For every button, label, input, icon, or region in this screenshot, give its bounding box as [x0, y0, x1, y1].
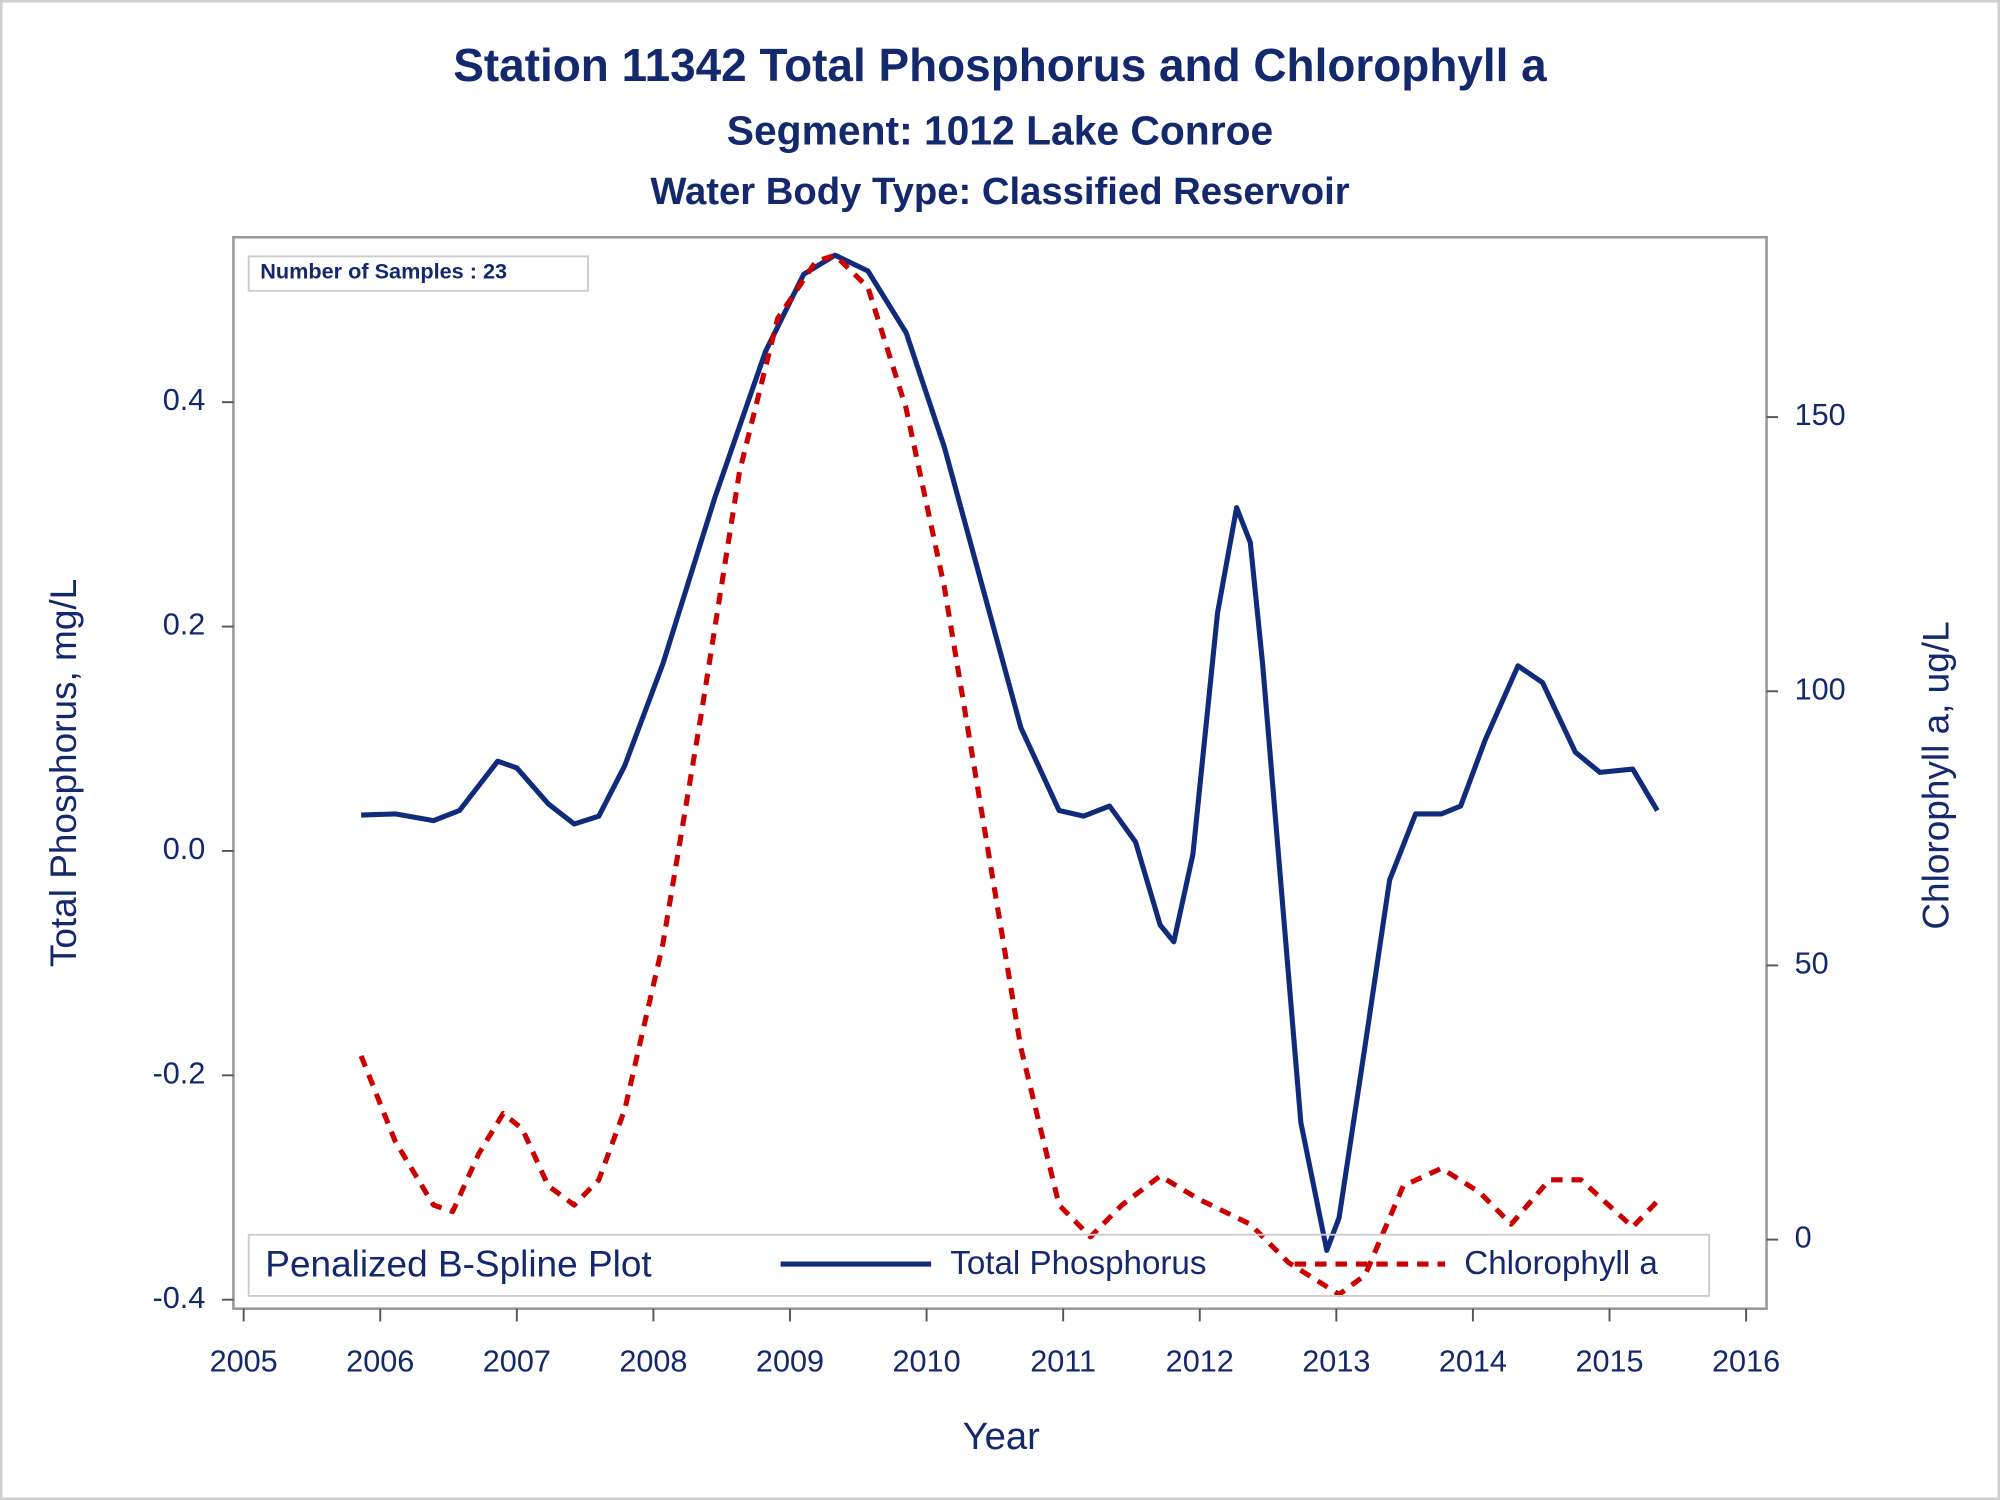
x-tick-label: 2010 — [893, 1345, 961, 1379]
legend-box — [247, 1233, 1711, 1297]
x-tick-label: 2008 — [619, 1345, 687, 1379]
chart-subtitle: Segment: 1012 Lake Conroe — [727, 108, 1273, 154]
legend-title: Penalized B-Spline Plot — [265, 1243, 651, 1284]
data-line — [358, 252, 1660, 1297]
y-tick-label: 0.4 — [163, 383, 206, 417]
annotation: Number of Samples : 23 — [260, 259, 507, 284]
y-tick-label: 0.2 — [163, 608, 206, 642]
x-tick-label: 2014 — [1439, 1345, 1507, 1379]
data-line — [361, 252, 1660, 1253]
chart-title: Station 11342 Total Phosphorus and Chlor… — [453, 39, 1547, 91]
legend-label: Chlorophyll a — [1464, 1245, 1658, 1282]
y-axis-label: Total Phosphorus, mg/L — [43, 579, 84, 967]
x-tick-label: 2013 — [1302, 1345, 1370, 1379]
y-tick-label: 0.0 — [163, 832, 206, 866]
x-tick-label: 2016 — [1712, 1345, 1780, 1379]
x-tick-label: 2007 — [483, 1345, 551, 1379]
x-tick-label: 2012 — [1166, 1345, 1234, 1379]
x-tick-label: 2011 — [1030, 1345, 1096, 1379]
annotation-box — [247, 255, 589, 292]
y2-axis-label: Chlorophyll a, ug/L — [1916, 621, 1957, 929]
x-tick-label: 2009 — [756, 1345, 824, 1379]
y-tick-label: -0.4 — [153, 1281, 206, 1315]
x-tick-label: 2005 — [210, 1345, 278, 1379]
x-tick-label: 2015 — [1575, 1345, 1643, 1379]
legend-label: Total Phosphorus — [950, 1245, 1206, 1282]
y2-tick-label: 0 — [1795, 1221, 1812, 1255]
y-tick-label: -0.2 — [153, 1056, 206, 1090]
chart-subtitle: Water Body Type: Classified Reservoir — [650, 170, 1349, 213]
x-axis-label: Year — [963, 1415, 1041, 1458]
y2-tick-label: 50 — [1795, 947, 1829, 981]
y2-tick-label: 100 — [1795, 672, 1846, 706]
plot-frame — [232, 235, 1768, 1310]
x-tick-label: 2006 — [346, 1345, 414, 1379]
y2-tick-label: 150 — [1795, 398, 1846, 432]
